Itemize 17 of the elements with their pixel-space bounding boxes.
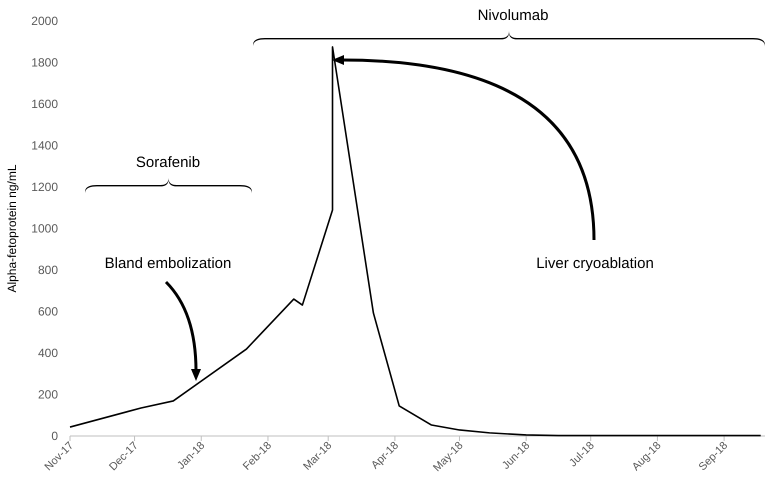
y-tick-label: 1600	[31, 97, 58, 112]
y-tick-label: 800	[38, 263, 58, 278]
y-tick-label: 0	[51, 429, 58, 444]
annotation: Bland embolization	[104, 255, 232, 272]
line-series	[69, 46, 762, 436]
y-tick-label: 1400	[31, 138, 58, 153]
annotation: Liver cryoablation	[536, 255, 654, 272]
y-tick-label: 1800	[31, 56, 58, 70]
y-tick-label: 400	[38, 346, 58, 360]
annotation: Sorafenib	[136, 154, 200, 171]
annotation: Nivolumab	[478, 7, 548, 24]
y-tick-label: 200	[38, 388, 58, 402]
y-axis-title: Alpha-fetoprotein ng/mL	[5, 164, 19, 293]
y-tick-label: 600	[38, 304, 58, 319]
y-tick-label: 1000	[31, 222, 58, 236]
y-tick-label: 2000	[31, 14, 58, 28]
y-tick-label: 1200	[31, 180, 58, 194]
